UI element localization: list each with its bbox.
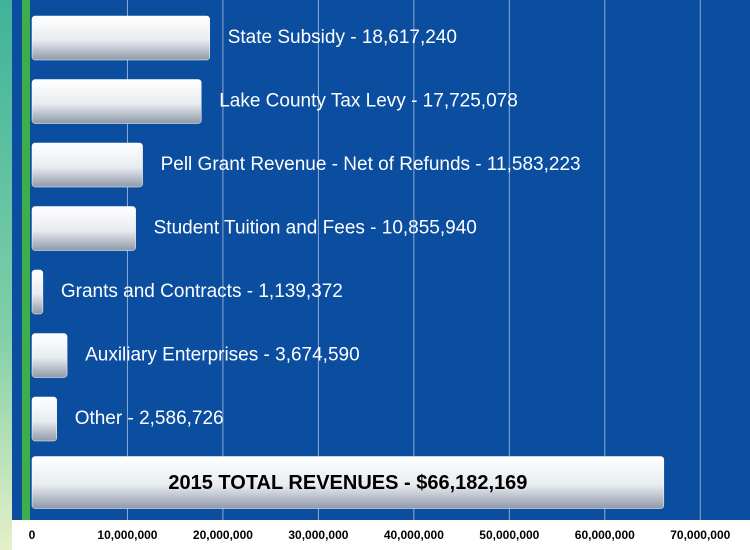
axis-strip [12, 520, 750, 550]
bar [31, 333, 68, 378]
x-tick-label: 40,000,000 [384, 528, 444, 542]
x-tick-label: 0 [29, 528, 36, 542]
bar [31, 269, 44, 315]
plot-area [12, 0, 750, 520]
bar-label: Auxiliary Enterprises - 3,674,590 [85, 345, 360, 366]
y-axis-line [22, 0, 30, 520]
x-tick-label: 60,000,000 [575, 528, 635, 542]
bar-label: Grants and Contracts - 1,139,372 [61, 281, 343, 302]
bar [31, 456, 665, 509]
x-tick-label: 20,000,000 [193, 528, 253, 542]
bar-label: Student Tuition and Fees - 10,855,940 [154, 218, 477, 239]
bar [31, 396, 57, 442]
bar [31, 79, 202, 124]
bar-label: Pell Grant Revenue - Net of Refunds - 11… [161, 154, 581, 175]
bar-label: State Subsidy - 18,617,240 [228, 27, 457, 48]
bar [31, 15, 210, 61]
bar [31, 206, 136, 251]
x-tick-label: 50,000,000 [479, 528, 539, 542]
bar-label: Other - 2,586,726 [75, 408, 224, 429]
x-tick-label: 10,000,000 [97, 528, 157, 542]
x-tick-label: 30,000,000 [288, 528, 348, 542]
bar-label: 2015 TOTAL REVENUES - $66,182,169 [168, 472, 527, 494]
bar-label: Lake County Tax Levy - 17,725,078 [219, 91, 518, 112]
x-tick-label: 70,000,000 [670, 528, 730, 542]
bar [31, 142, 143, 188]
